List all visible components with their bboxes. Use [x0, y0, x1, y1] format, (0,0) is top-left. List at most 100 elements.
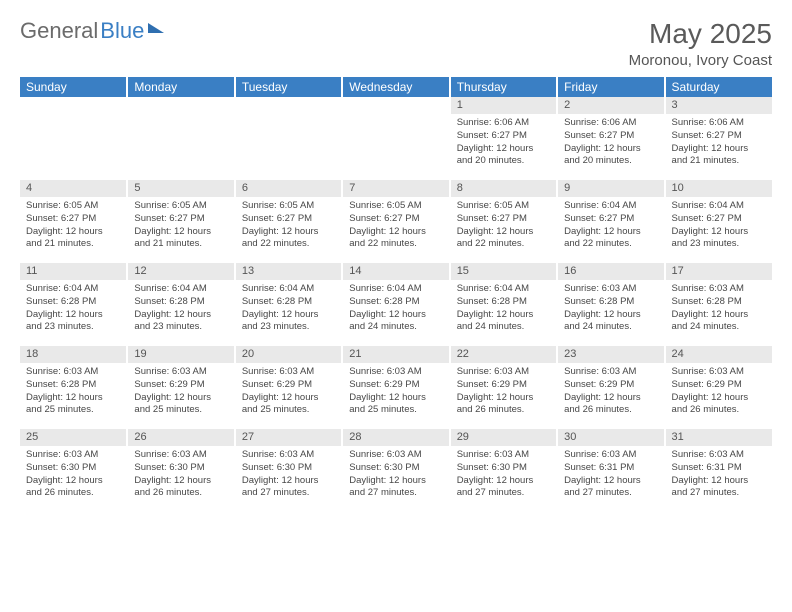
day-number: 8 [451, 180, 556, 197]
daylight-text: Daylight: 12 hours and 27 minutes. [672, 475, 766, 501]
weekday-header: Tuesday [235, 77, 342, 97]
day-number: 2 [558, 97, 663, 114]
day-number: 31 [666, 429, 772, 446]
sunrise-text: Sunrise: 6:03 AM [564, 449, 657, 462]
day-number: 11 [20, 263, 126, 280]
day-number: 9 [558, 180, 663, 197]
calendar-cell: 11Sunrise: 6:04 AMSunset: 6:28 PMDayligh… [20, 262, 127, 345]
daylight-text: Daylight: 12 hours and 26 minutes. [134, 475, 227, 501]
day-body: Sunrise: 6:03 AMSunset: 6:31 PMDaylight:… [666, 446, 772, 510]
sunrise-text: Sunrise: 6:05 AM [26, 200, 120, 213]
daylight-text: Daylight: 12 hours and 20 minutes. [457, 143, 550, 169]
daylight-text: Daylight: 12 hours and 24 minutes. [564, 309, 657, 335]
calendar-cell: 6Sunrise: 6:05 AMSunset: 6:27 PMDaylight… [235, 179, 342, 262]
daylight-text: Daylight: 12 hours and 22 minutes. [564, 226, 657, 252]
sunset-text: Sunset: 6:27 PM [457, 213, 550, 226]
day-number: 26 [128, 429, 233, 446]
calendar-body: 1Sunrise: 6:06 AMSunset: 6:27 PMDaylight… [20, 97, 772, 511]
sunrise-text: Sunrise: 6:03 AM [672, 366, 766, 379]
sunrise-text: Sunrise: 6:04 AM [349, 283, 442, 296]
daylight-text: Daylight: 12 hours and 23 minutes. [134, 309, 227, 335]
daylight-text: Daylight: 12 hours and 25 minutes. [26, 392, 120, 418]
calendar-cell: 29Sunrise: 6:03 AMSunset: 6:30 PMDayligh… [450, 428, 557, 511]
weekday-header: Saturday [665, 77, 772, 97]
daylight-text: Daylight: 12 hours and 25 minutes. [349, 392, 442, 418]
calendar-week-row: 25Sunrise: 6:03 AMSunset: 6:30 PMDayligh… [20, 428, 772, 511]
day-number: 18 [20, 346, 126, 363]
calendar-week-row: 4Sunrise: 6:05 AMSunset: 6:27 PMDaylight… [20, 179, 772, 262]
location-label: Moronou, Ivory Coast [629, 52, 772, 69]
calendar-cell: 5Sunrise: 6:05 AMSunset: 6:27 PMDaylight… [127, 179, 234, 262]
day-body: Sunrise: 6:05 AMSunset: 6:27 PMDaylight:… [451, 197, 556, 261]
day-number [128, 97, 233, 114]
day-number: 24 [666, 346, 772, 363]
daylight-text: Daylight: 12 hours and 23 minutes. [242, 309, 335, 335]
sunrise-text: Sunrise: 6:06 AM [672, 117, 766, 130]
daylight-text: Daylight: 12 hours and 24 minutes. [672, 309, 766, 335]
day-number: 12 [128, 263, 233, 280]
sunset-text: Sunset: 6:27 PM [672, 130, 766, 143]
weekday-header: Thursday [450, 77, 557, 97]
day-body: Sunrise: 6:03 AMSunset: 6:30 PMDaylight:… [128, 446, 233, 510]
calendar-cell: 12Sunrise: 6:04 AMSunset: 6:28 PMDayligh… [127, 262, 234, 345]
sunrise-text: Sunrise: 6:03 AM [26, 366, 120, 379]
calendar-week-row: 18Sunrise: 6:03 AMSunset: 6:28 PMDayligh… [20, 345, 772, 428]
sunrise-text: Sunrise: 6:04 AM [564, 200, 657, 213]
sunset-text: Sunset: 6:29 PM [134, 379, 227, 392]
logo-text-blue: Blue [100, 18, 144, 44]
daylight-text: Daylight: 12 hours and 26 minutes. [26, 475, 120, 501]
day-number [20, 97, 126, 114]
calendar-cell: 19Sunrise: 6:03 AMSunset: 6:29 PMDayligh… [127, 345, 234, 428]
day-body: Sunrise: 6:04 AMSunset: 6:28 PMDaylight:… [128, 280, 233, 344]
sunset-text: Sunset: 6:28 PM [672, 296, 766, 309]
sunset-text: Sunset: 6:28 PM [242, 296, 335, 309]
day-number: 28 [343, 429, 448, 446]
calendar-cell: 31Sunrise: 6:03 AMSunset: 6:31 PMDayligh… [665, 428, 772, 511]
day-number: 15 [451, 263, 556, 280]
sunrise-text: Sunrise: 6:06 AM [564, 117, 657, 130]
calendar-cell: 20Sunrise: 6:03 AMSunset: 6:29 PMDayligh… [235, 345, 342, 428]
day-body: Sunrise: 6:03 AMSunset: 6:28 PMDaylight:… [558, 280, 663, 344]
sunrise-text: Sunrise: 6:03 AM [349, 366, 442, 379]
calendar-cell: 23Sunrise: 6:03 AMSunset: 6:29 PMDayligh… [557, 345, 664, 428]
calendar-cell [342, 97, 449, 179]
calendar-cell: 15Sunrise: 6:04 AMSunset: 6:28 PMDayligh… [450, 262, 557, 345]
day-body: Sunrise: 6:04 AMSunset: 6:28 PMDaylight:… [236, 280, 341, 344]
day-body: Sunrise: 6:06 AMSunset: 6:27 PMDaylight:… [558, 114, 663, 178]
sunset-text: Sunset: 6:28 PM [26, 379, 120, 392]
sunset-text: Sunset: 6:28 PM [349, 296, 442, 309]
month-title: May 2025 [629, 18, 772, 50]
daylight-text: Daylight: 12 hours and 26 minutes. [672, 392, 766, 418]
calendar-cell [20, 97, 127, 179]
day-number: 20 [236, 346, 341, 363]
daylight-text: Daylight: 12 hours and 26 minutes. [457, 392, 550, 418]
sunset-text: Sunset: 6:28 PM [564, 296, 657, 309]
logo-triangle-icon [148, 23, 164, 33]
daylight-text: Daylight: 12 hours and 25 minutes. [134, 392, 227, 418]
calendar-head: SundayMondayTuesdayWednesdayThursdayFrid… [20, 77, 772, 97]
day-body: Sunrise: 6:03 AMSunset: 6:29 PMDaylight:… [343, 363, 448, 427]
daylight-text: Daylight: 12 hours and 21 minutes. [26, 226, 120, 252]
daylight-text: Daylight: 12 hours and 22 minutes. [457, 226, 550, 252]
calendar-cell: 8Sunrise: 6:05 AMSunset: 6:27 PMDaylight… [450, 179, 557, 262]
calendar-cell: 14Sunrise: 6:04 AMSunset: 6:28 PMDayligh… [342, 262, 449, 345]
day-number: 22 [451, 346, 556, 363]
day-number: 5 [128, 180, 233, 197]
sunrise-text: Sunrise: 6:03 AM [672, 283, 766, 296]
daylight-text: Daylight: 12 hours and 27 minutes. [457, 475, 550, 501]
day-body: Sunrise: 6:04 AMSunset: 6:28 PMDaylight:… [451, 280, 556, 344]
day-number: 30 [558, 429, 663, 446]
sunrise-text: Sunrise: 6:06 AM [457, 117, 550, 130]
weekday-header: Monday [127, 77, 234, 97]
sunrise-text: Sunrise: 6:04 AM [242, 283, 335, 296]
calendar-cell: 4Sunrise: 6:05 AMSunset: 6:27 PMDaylight… [20, 179, 127, 262]
day-body [236, 114, 341, 178]
day-number: 16 [558, 263, 663, 280]
calendar-cell: 13Sunrise: 6:04 AMSunset: 6:28 PMDayligh… [235, 262, 342, 345]
sunrise-text: Sunrise: 6:05 AM [134, 200, 227, 213]
calendar-cell: 3Sunrise: 6:06 AMSunset: 6:27 PMDaylight… [665, 97, 772, 179]
calendar-cell: 26Sunrise: 6:03 AMSunset: 6:30 PMDayligh… [127, 428, 234, 511]
sunrise-text: Sunrise: 6:03 AM [134, 366, 227, 379]
day-number [343, 97, 448, 114]
day-body: Sunrise: 6:03 AMSunset: 6:29 PMDaylight:… [558, 363, 663, 427]
